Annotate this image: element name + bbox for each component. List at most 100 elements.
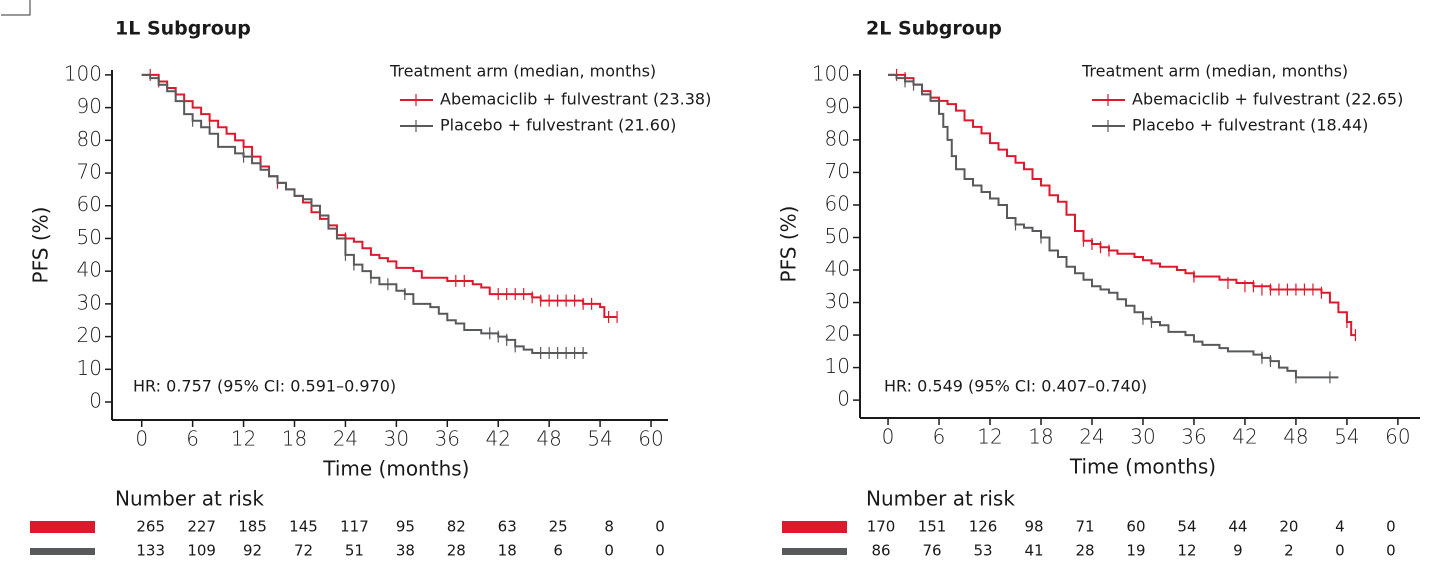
legend-label: Abemaciclib + fulvestrant (22.65): [1132, 90, 1403, 109]
y-tick-label: 60: [825, 191, 850, 215]
at-risk-count: 0: [1386, 542, 1396, 560]
x-tick-label: 12: [977, 425, 1002, 449]
at-risk-count: 12: [1177, 542, 1196, 560]
annotation: HR: 0.549 (95% CI: 0.407–0.740): [884, 377, 1147, 396]
x-tick-label: 60: [638, 427, 663, 451]
at-risk-count: 151: [918, 518, 947, 536]
km-curve: [141, 73, 618, 318]
y-tick-label: 100: [64, 61, 102, 85]
legend-label: Placebo + fulvestrant (18.44): [1132, 116, 1368, 135]
x-tick-label: 60: [1385, 425, 1410, 449]
x-tick-label: 36: [1181, 425, 1206, 449]
y-tick-label: 40: [825, 257, 850, 281]
km-curve: [888, 73, 1356, 337]
x-tick-label: 30: [1130, 425, 1155, 449]
at-risk-count: 145: [289, 518, 318, 536]
at-risk-swatch: [782, 548, 847, 555]
at-risk-count: 6: [553, 542, 563, 560]
x-tick-label: 48: [1283, 425, 1308, 449]
panel-title: 2L Subgroup: [866, 18, 1002, 40]
x-tick-label: 54: [1334, 425, 1359, 449]
y-tick-label: 10: [825, 354, 850, 378]
x-tick-label: 48: [536, 427, 561, 451]
at-risk-count: 76: [922, 542, 941, 560]
at-risk-count: 20: [1279, 518, 1298, 536]
at-risk-count: 265: [136, 518, 165, 536]
x-tick-label: 42: [486, 427, 511, 451]
x-tick-label: 0: [882, 425, 895, 449]
km-curve: [888, 73, 1339, 379]
at-risk-count: 38: [396, 542, 415, 560]
y-tick-label: 60: [77, 192, 102, 216]
at-risk-count: 133: [136, 542, 165, 560]
y-tick-label: 70: [77, 160, 102, 184]
at-risk-count: 72: [294, 542, 313, 560]
at-risk-count: 28: [1075, 542, 1094, 560]
x-tick-label: 36: [435, 427, 460, 451]
at-risk-swatch: [30, 521, 95, 533]
x-tick-label: 30: [384, 427, 409, 451]
at-risk-count: 9: [1233, 542, 1243, 560]
x-tick-label: 24: [333, 427, 358, 451]
legend-label: Placebo + fulvestrant (21.60): [440, 116, 676, 135]
at-risk-count: 25: [549, 518, 568, 536]
y-axis-label: PFS (%): [29, 207, 53, 284]
x-tick-label: 18: [282, 427, 307, 451]
frame-corner: [1, 0, 31, 16]
at-risk-title: Number at risk: [115, 487, 264, 511]
y-tick-label: 0: [837, 387, 850, 411]
y-tick-label: 20: [825, 322, 850, 346]
at-risk-count: 53: [973, 542, 992, 560]
at-risk-swatch: [30, 548, 95, 555]
y-tick-label: 90: [77, 94, 102, 118]
y-tick-label: 70: [825, 159, 850, 183]
at-risk-count: 63: [498, 518, 517, 536]
at-risk-count: 0: [1335, 542, 1345, 560]
at-risk-count: 170: [867, 518, 896, 536]
y-tick-label: 50: [77, 225, 102, 249]
at-risk-count: 41: [1024, 542, 1043, 560]
y-axis-label: PFS (%): [777, 206, 801, 283]
at-risk-count: 227: [187, 518, 216, 536]
at-risk-count: 95: [396, 518, 415, 536]
x-tick-label: 12: [231, 427, 256, 451]
y-tick-label: 80: [77, 127, 102, 151]
km-curve: [141, 73, 588, 354]
at-risk-count: 4: [1335, 518, 1345, 536]
x-axis-label: Time (months): [1069, 455, 1216, 479]
at-risk-count: 0: [655, 518, 665, 536]
panel-title: 1L Subgroup: [115, 18, 251, 40]
at-risk-count: 28: [447, 542, 466, 560]
at-risk-count: 0: [604, 542, 614, 560]
at-risk-count: 8: [604, 518, 614, 536]
at-risk-count: 0: [1386, 518, 1396, 536]
x-tick-label: 6: [186, 427, 199, 451]
x-tick-label: 6: [933, 425, 946, 449]
x-tick-label: 24: [1079, 425, 1104, 449]
y-tick-label: 20: [77, 323, 102, 347]
at-risk-count: 18: [498, 542, 517, 560]
x-tick-label: 54: [587, 427, 612, 451]
legend-title: Treatment arm (median, months): [1081, 62, 1348, 81]
at-risk-count: 60: [1126, 518, 1145, 536]
at-risk-count: 19: [1126, 542, 1145, 560]
at-risk-count: 2: [1284, 542, 1294, 560]
annotation: HR: 0.757 (95% CI: 0.591–0.970): [133, 377, 396, 396]
at-risk-title: Number at risk: [866, 487, 1015, 511]
y-tick-label: 30: [825, 289, 850, 313]
at-risk-count: 126: [969, 518, 998, 536]
y-tick-label: 30: [77, 290, 102, 314]
at-risk-count: 86: [871, 542, 890, 560]
at-risk-swatch: [782, 521, 847, 533]
y-tick-label: 0: [89, 389, 102, 413]
y-tick-label: 40: [77, 258, 102, 282]
at-risk-count: 109: [187, 542, 216, 560]
at-risk-count: 82: [447, 518, 466, 536]
at-risk-count: 51: [345, 542, 364, 560]
x-tick-label: 0: [135, 427, 148, 451]
at-risk-count: 92: [243, 542, 262, 560]
x-tick-label: 18: [1028, 425, 1053, 449]
at-risk-count: 54: [1177, 518, 1196, 536]
